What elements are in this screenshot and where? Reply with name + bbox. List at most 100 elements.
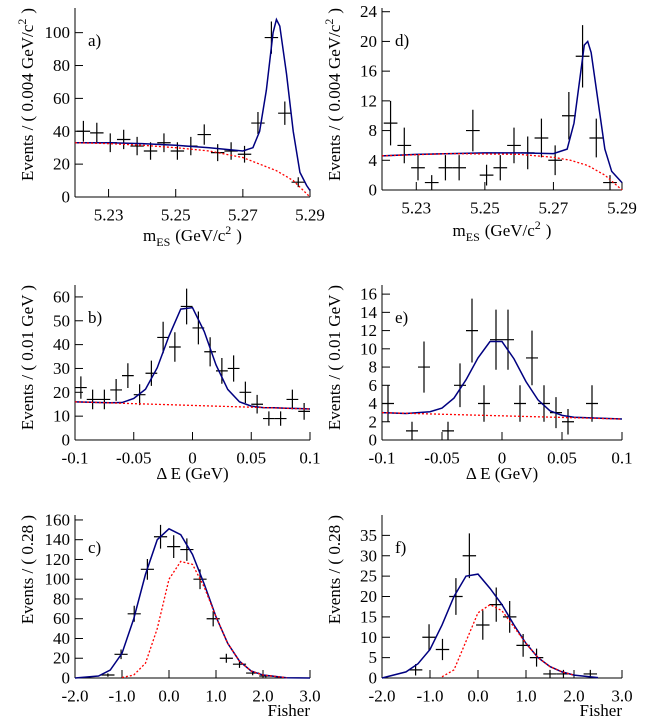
- data-point: [298, 403, 310, 420]
- data-point: [263, 411, 275, 426]
- data-point: [435, 638, 450, 661]
- y-tick-label: 60: [53, 89, 70, 108]
- data-point: [76, 120, 91, 142]
- y-tick-label: 80: [53, 589, 70, 608]
- data-point: [180, 538, 194, 561]
- x-tick-label: -1.0: [109, 687, 136, 706]
- y-tick-label: 10: [53, 407, 70, 426]
- x-tick-label: -0.1: [62, 449, 89, 468]
- y-tick-label: 50: [53, 311, 70, 330]
- y-tick-label: 40: [53, 335, 70, 354]
- data-point: [454, 363, 466, 408]
- y-tick-label: 15: [360, 607, 377, 626]
- y-tick-label: 120: [45, 550, 71, 569]
- label-part: (GeV/c: [175, 226, 225, 245]
- label-part: m: [453, 221, 466, 240]
- fit-curve: [75, 17, 311, 191]
- y-tick-label: 60: [53, 287, 70, 306]
- y-tick-label: 100: [45, 23, 71, 42]
- x-axis-label: mES (GeV/c2): [143, 223, 242, 249]
- panel-label: d): [395, 31, 409, 50]
- data-point: [227, 355, 240, 382]
- y-tick-label: 8: [369, 358, 378, 377]
- data-point: [86, 389, 99, 410]
- x-tick-label: 1.0: [205, 687, 226, 706]
- x-tick-label: 0.0: [158, 687, 179, 706]
- y-tick-label: 20: [53, 383, 70, 402]
- x-axis-label: mES (GeV/c2): [453, 218, 552, 244]
- x-tick-label: 2.0: [563, 687, 584, 706]
- data-point: [489, 587, 503, 622]
- data-point: [438, 155, 453, 181]
- y-tick-label: 0: [62, 669, 71, 688]
- y-axis-label: Events / ( 0.28 ): [325, 515, 344, 624]
- data-point: [286, 389, 299, 410]
- label-part: Events / ( 0.004 GeV/c: [18, 24, 37, 181]
- data-point: [237, 145, 252, 163]
- data-point: [130, 136, 144, 156]
- x-tick-label: 0.05: [236, 449, 266, 468]
- label-part: Fisher: [268, 701, 311, 720]
- data-point: [75, 376, 87, 399]
- fit-curve: [381, 340, 623, 420]
- x-tick-label: 0: [188, 449, 197, 468]
- data-point: [548, 145, 562, 176]
- label-part: Δ E (GeV): [156, 464, 228, 483]
- data-point: [169, 332, 181, 362]
- x-tick-label: 5.29: [295, 206, 325, 225]
- label-part: m: [143, 226, 156, 245]
- label-part: ): [236, 226, 242, 245]
- label-part: Events / ( 0.004 GeV/c: [325, 24, 344, 181]
- data-point: [479, 164, 494, 186]
- label-part: Δ E (GeV): [466, 464, 538, 483]
- data-point: [603, 175, 617, 190]
- data-point: [526, 330, 538, 386]
- y-tick-label: 12: [360, 91, 377, 110]
- data-point: [251, 394, 263, 414]
- y-tick-label: 0: [369, 431, 378, 450]
- x-tick-label: -2.0: [369, 687, 396, 706]
- data-point: [110, 378, 122, 401]
- y-tick-label: 35: [360, 526, 377, 545]
- data-point: [383, 100, 398, 146]
- y-tick-label: 30: [360, 546, 377, 565]
- data-point: [116, 129, 131, 150]
- y-tick-label: 0: [62, 188, 71, 207]
- y-tick-label: 100: [45, 570, 71, 589]
- data-point: [418, 341, 430, 393]
- y-axis-label: Events / ( 0.01 GeV ): [325, 285, 344, 430]
- data-point: [529, 648, 544, 667]
- data-point: [157, 133, 171, 153]
- y-tick-label: 0: [369, 181, 378, 200]
- data-point: [197, 124, 211, 145]
- data-point: [589, 118, 604, 158]
- label-part: 2: [225, 223, 231, 237]
- x-tick-label: 5.23: [401, 199, 431, 218]
- x-tick-label: -1.0: [417, 687, 444, 706]
- panel-label: c): [88, 538, 101, 557]
- y-tick-label: 12: [360, 321, 377, 340]
- data-point: [452, 155, 466, 181]
- data-point: [466, 298, 478, 363]
- data-point: [514, 385, 526, 422]
- y-tick-label: 160: [45, 510, 71, 529]
- data-point: [507, 127, 521, 164]
- label-part: ES: [156, 235, 170, 249]
- x-tick-label: 5.23: [94, 206, 124, 225]
- data-point: [449, 578, 463, 615]
- y-tick-label: 40: [53, 629, 70, 648]
- x-tick-label: -0.05: [424, 449, 459, 468]
- x-tick-label: 5.27: [539, 199, 569, 218]
- data-point: [98, 389, 111, 410]
- x-tick-label: 0.05: [547, 449, 577, 468]
- fit-curve: [74, 306, 311, 410]
- data-point: [562, 91, 576, 140]
- data-point: [478, 385, 490, 422]
- data-point: [411, 155, 425, 181]
- data-point: [239, 381, 252, 404]
- y-axis-label: Events / ( 0.004 GeV/c2): [15, 8, 37, 181]
- data-point: [145, 360, 158, 386]
- label-part: Events / ( 0.01 GeV ): [325, 285, 344, 430]
- y-tick-label: 0: [369, 669, 378, 688]
- x-tick-label: 5.25: [161, 206, 191, 225]
